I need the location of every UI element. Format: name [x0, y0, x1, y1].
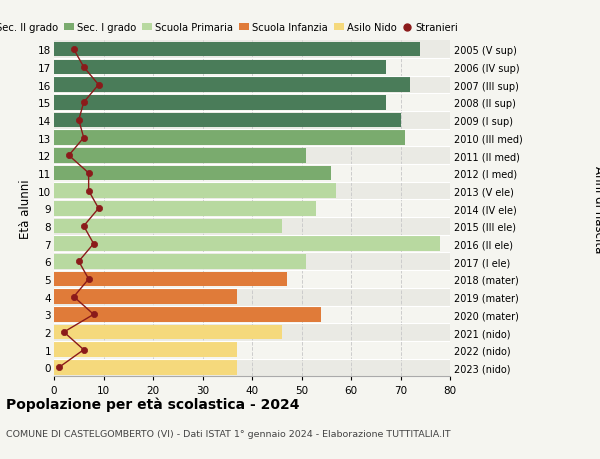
Bar	[54, 165, 450, 182]
Bar	[54, 78, 410, 93]
Bar	[54, 306, 450, 324]
Bar	[54, 218, 450, 235]
Bar	[54, 237, 440, 252]
Bar	[54, 235, 450, 253]
Bar	[54, 359, 450, 376]
Bar	[54, 360, 237, 375]
Bar	[54, 308, 322, 322]
Bar	[54, 202, 316, 216]
Bar	[54, 290, 237, 304]
Bar	[54, 94, 450, 112]
Bar	[54, 131, 406, 146]
Bar	[54, 288, 450, 306]
Legend: Sec. II grado, Sec. I grado, Scuola Primaria, Scuola Infanzia, Asilo Nido, Stran: Sec. II grado, Sec. I grado, Scuola Prim…	[0, 23, 458, 33]
Text: COMUNE DI CASTELGOMBERTO (VI) - Dati ISTAT 1° gennaio 2024 - Elaborazione TUTTIT: COMUNE DI CASTELGOMBERTO (VI) - Dati IST…	[6, 429, 451, 438]
Bar	[54, 200, 450, 218]
Bar	[54, 255, 307, 269]
Bar	[54, 182, 450, 200]
Bar	[54, 272, 287, 286]
Bar	[54, 324, 450, 341]
Bar	[54, 96, 386, 110]
Bar	[54, 270, 450, 288]
Bar	[54, 77, 450, 94]
Bar	[54, 341, 450, 359]
Y-axis label: Età alunni: Età alunni	[19, 179, 32, 239]
Bar	[54, 43, 420, 57]
Bar	[54, 147, 450, 165]
Y-axis label: Anni di nascita: Anni di nascita	[592, 165, 600, 252]
Bar	[54, 253, 450, 270]
Bar	[54, 129, 450, 147]
Bar	[54, 219, 282, 234]
Bar	[54, 112, 450, 129]
Bar	[54, 59, 450, 77]
Bar	[54, 61, 386, 75]
Bar	[54, 149, 307, 163]
Bar	[54, 184, 336, 198]
Text: Popolazione per età scolastica - 2024: Popolazione per età scolastica - 2024	[6, 397, 299, 412]
Bar	[54, 343, 237, 357]
Bar	[54, 113, 401, 128]
Bar	[54, 166, 331, 181]
Bar	[54, 325, 282, 340]
Bar	[54, 41, 450, 59]
